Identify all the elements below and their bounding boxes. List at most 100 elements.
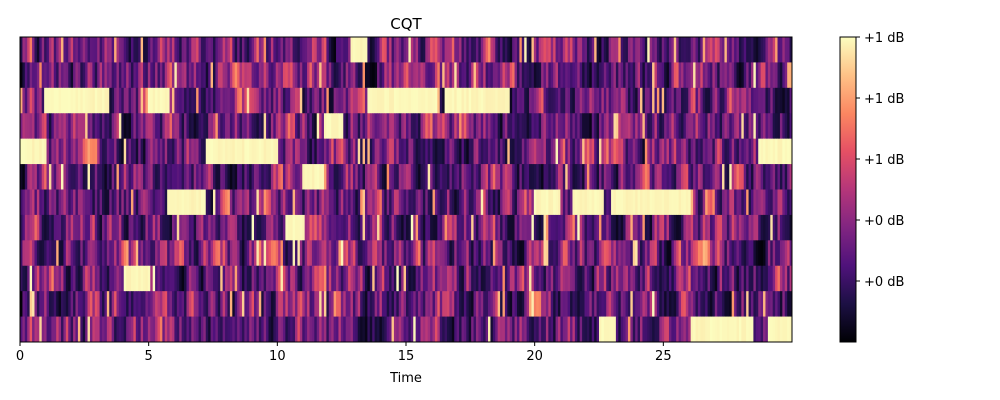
heatmap-cell <box>355 265 359 292</box>
heatmap-cell <box>659 37 663 63</box>
heatmap-cell <box>526 265 530 292</box>
heatmap-cell <box>181 62 185 89</box>
heatmap-cell <box>157 87 161 114</box>
heatmap-cell <box>295 189 298 216</box>
heatmap-cell <box>261 189 265 216</box>
heatmap-cell <box>196 214 199 241</box>
heatmap-cell <box>333 138 337 165</box>
heatmap-cell <box>282 164 286 190</box>
heatmap-cell <box>463 113 467 140</box>
heatmap-cell <box>145 62 149 89</box>
heatmap-cell <box>625 138 629 165</box>
heatmap-cell <box>56 113 59 140</box>
heatmap-cell <box>420 37 424 63</box>
heatmap-cell <box>782 240 786 267</box>
heatmap-cell <box>133 214 137 241</box>
heatmap-cell <box>319 214 322 241</box>
heatmap-cell <box>73 189 76 216</box>
heatmap-cell <box>234 189 238 216</box>
heatmap-cell <box>350 240 354 267</box>
heatmap-cell <box>490 214 494 241</box>
heatmap-cell <box>729 316 733 342</box>
heatmap-cell <box>220 164 224 190</box>
heatmap-cell <box>94 189 98 216</box>
heatmap-cell <box>413 62 417 89</box>
heatmap-cell <box>150 37 154 63</box>
heatmap-cell <box>584 316 588 342</box>
heatmap-cell <box>779 87 783 114</box>
heatmap-cell <box>596 316 600 342</box>
heatmap-cell <box>709 291 713 317</box>
heatmap-cell <box>668 265 672 292</box>
heatmap-cell <box>193 138 197 165</box>
heatmap-cell <box>364 291 368 317</box>
heatmap-cell <box>121 37 125 63</box>
heatmap-cell <box>229 37 233 63</box>
heatmap-cell <box>606 189 610 216</box>
heatmap-cell <box>548 316 552 342</box>
heatmap-cell <box>620 37 624 63</box>
heatmap-cell <box>524 164 528 190</box>
heatmap-cell <box>463 316 467 342</box>
heatmap-cell <box>133 37 137 63</box>
heatmap-cell <box>128 138 132 165</box>
heatmap-cell <box>572 240 576 267</box>
heatmap-cell <box>736 316 740 342</box>
heatmap-cell <box>174 164 178 190</box>
heatmap-cell <box>500 316 503 342</box>
heatmap-cell <box>48 214 52 241</box>
heatmap-cell <box>671 316 675 342</box>
heatmap-cell <box>521 113 525 140</box>
heatmap-cell <box>748 214 752 241</box>
heatmap-cell <box>307 189 310 216</box>
heatmap-cell <box>80 164 84 190</box>
heatmap-cell <box>709 240 713 267</box>
heatmap-cell <box>63 189 67 216</box>
heatmap-cell <box>442 291 445 317</box>
heatmap-cell <box>712 265 716 292</box>
heatmap-cell <box>44 189 47 216</box>
heatmap-cell <box>475 240 479 267</box>
colorbar-axis: +1 dB+1 dB+1 dB+0 dB+0 dB <box>856 31 904 290</box>
heatmap-cell <box>362 214 366 241</box>
heatmap-cell <box>138 240 142 267</box>
heatmap-cell <box>384 316 388 342</box>
heatmap-cell <box>599 214 602 241</box>
heatmap-cell <box>29 265 33 292</box>
heatmap-cell <box>635 214 638 241</box>
heatmap-cell <box>475 138 479 165</box>
heatmap-cell <box>736 113 740 140</box>
heatmap-cell <box>731 189 735 216</box>
heatmap-cell <box>516 164 520 190</box>
heatmap-cell <box>367 291 371 317</box>
heatmap-cell <box>319 113 322 140</box>
heatmap-cell <box>516 62 520 89</box>
heatmap-cell <box>550 189 554 216</box>
heatmap-cell <box>748 316 752 342</box>
heatmap-cell <box>697 87 701 114</box>
heatmap-cell <box>753 164 757 190</box>
heatmap-cell <box>85 37 88 63</box>
heatmap-cell <box>128 113 132 140</box>
heatmap-cell <box>237 164 240 190</box>
heatmap-cell <box>632 189 636 216</box>
heatmap-cell <box>239 138 243 165</box>
heatmap-cell <box>656 291 660 317</box>
heatmap-cell <box>167 113 170 140</box>
heatmap-cell <box>545 291 549 317</box>
heatmap-cell <box>384 164 388 190</box>
heatmap-cell <box>533 291 537 317</box>
heatmap-cell <box>232 113 236 140</box>
heatmap-cell <box>36 189 40 216</box>
heatmap-cell <box>420 62 424 89</box>
heatmap-cell <box>726 316 730 342</box>
heatmap-cell <box>690 265 694 292</box>
heatmap-cell <box>331 113 335 140</box>
heatmap-cell <box>483 265 487 292</box>
heatmap-cell <box>775 291 778 317</box>
heatmap-cell <box>644 214 648 241</box>
heatmap-cell <box>738 164 742 190</box>
heatmap-cell <box>97 265 101 292</box>
heatmap-cell <box>697 37 701 63</box>
heatmap-cell <box>338 164 342 190</box>
